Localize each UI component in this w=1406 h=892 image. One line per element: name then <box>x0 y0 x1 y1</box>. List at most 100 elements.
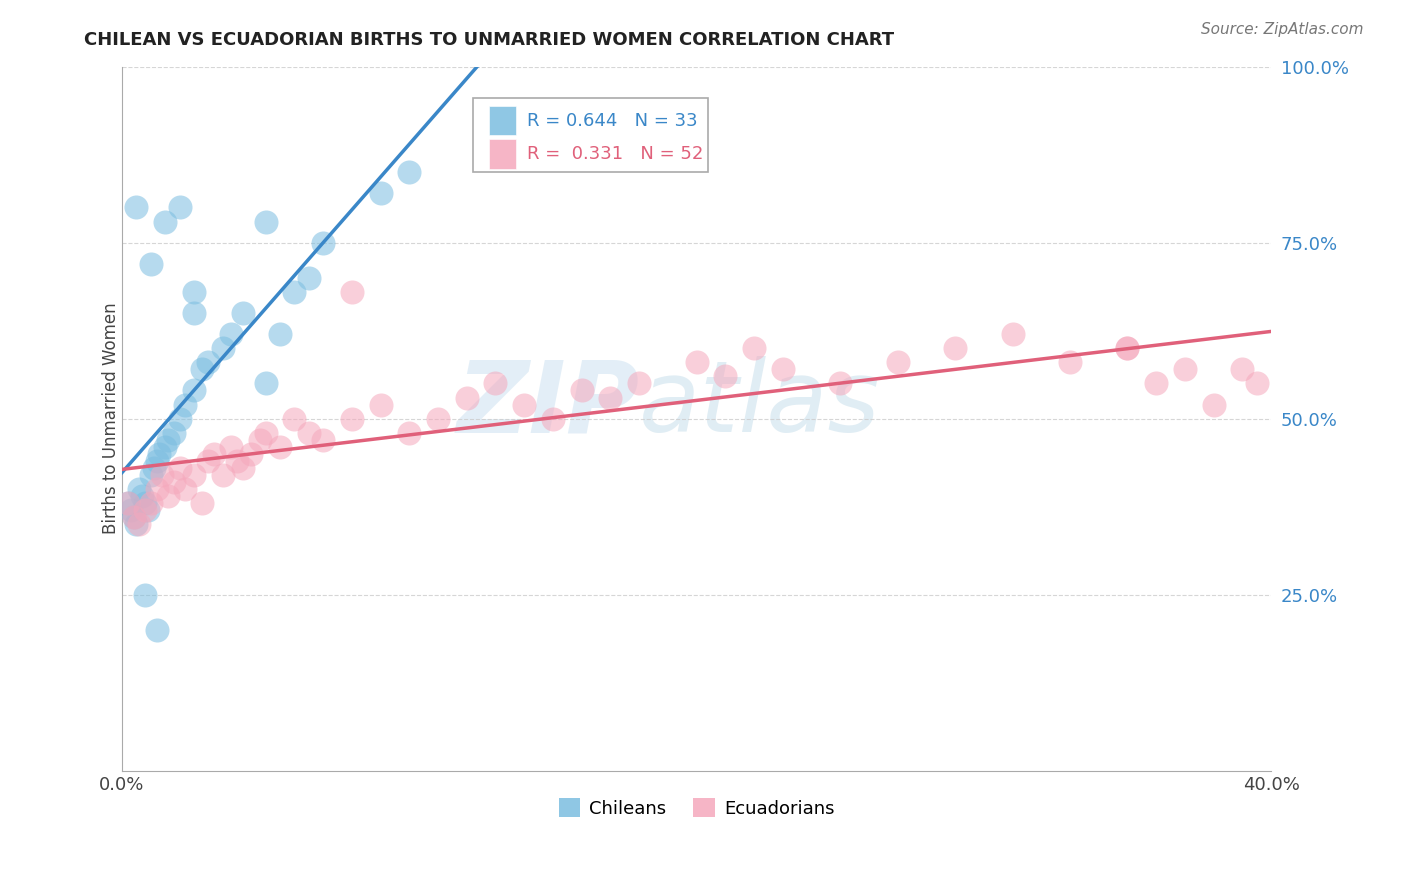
Point <box>312 235 335 250</box>
Point <box>232 461 254 475</box>
Point <box>134 503 156 517</box>
Point <box>139 467 162 482</box>
Text: Source: ZipAtlas.com: Source: ZipAtlas.com <box>1201 22 1364 37</box>
Point <box>120 503 142 517</box>
Point <box>1116 341 1139 355</box>
Point <box>398 425 420 440</box>
Point <box>219 327 242 342</box>
Point <box>340 411 363 425</box>
Point <box>139 257 162 271</box>
Point <box>240 447 263 461</box>
Point <box>1144 376 1167 391</box>
Point <box>211 341 233 355</box>
Point <box>125 201 148 215</box>
Point <box>163 475 186 489</box>
Point <box>1059 355 1081 369</box>
Point <box>197 454 219 468</box>
Point <box>145 454 167 468</box>
Point <box>628 376 651 391</box>
Point <box>830 376 852 391</box>
Point <box>249 433 271 447</box>
Point <box>122 510 145 524</box>
Text: atlas: atlas <box>640 356 880 453</box>
Point <box>183 285 205 299</box>
Point <box>714 369 737 384</box>
Point <box>169 411 191 425</box>
FancyBboxPatch shape <box>489 106 516 136</box>
Point <box>117 496 139 510</box>
Point <box>1174 362 1197 376</box>
Point <box>254 376 277 391</box>
Point <box>148 447 170 461</box>
Point <box>145 623 167 637</box>
Text: R =  0.331   N = 52: R = 0.331 N = 52 <box>526 145 703 163</box>
Point <box>183 467 205 482</box>
Y-axis label: Births to Unmarried Women: Births to Unmarried Women <box>103 302 120 534</box>
FancyBboxPatch shape <box>472 98 709 172</box>
Point <box>131 489 153 503</box>
Point <box>943 341 966 355</box>
Point <box>283 285 305 299</box>
Point <box>202 447 225 461</box>
Point <box>340 285 363 299</box>
Point <box>232 306 254 320</box>
Point <box>312 433 335 447</box>
Point <box>156 433 179 447</box>
Point <box>191 362 214 376</box>
Point <box>174 482 197 496</box>
Point <box>571 384 593 398</box>
Point <box>142 461 165 475</box>
Point <box>169 201 191 215</box>
Point <box>211 467 233 482</box>
Point <box>125 517 148 532</box>
Point <box>1202 398 1225 412</box>
Point <box>156 489 179 503</box>
Point <box>117 496 139 510</box>
Point <box>541 411 564 425</box>
Point <box>269 327 291 342</box>
Point <box>742 341 765 355</box>
Point <box>153 440 176 454</box>
Text: ZIP: ZIP <box>456 356 640 453</box>
Point <box>128 517 150 532</box>
Point <box>1001 327 1024 342</box>
Point <box>427 411 450 425</box>
Point <box>484 376 506 391</box>
Point <box>283 411 305 425</box>
Point <box>398 165 420 179</box>
Point <box>169 461 191 475</box>
Point <box>183 384 205 398</box>
Point <box>197 355 219 369</box>
Point <box>219 440 242 454</box>
Point <box>456 391 478 405</box>
FancyBboxPatch shape <box>489 139 516 169</box>
Point <box>370 186 392 201</box>
Point <box>599 391 621 405</box>
Point <box>191 496 214 510</box>
Legend: Chileans, Ecuadorians: Chileans, Ecuadorians <box>551 791 842 825</box>
Point <box>685 355 707 369</box>
Point <box>136 503 159 517</box>
Point <box>150 467 173 482</box>
Point <box>269 440 291 454</box>
Point <box>145 482 167 496</box>
Point <box>128 482 150 496</box>
Point <box>370 398 392 412</box>
Point <box>134 588 156 602</box>
Text: R = 0.644   N = 33: R = 0.644 N = 33 <box>526 112 697 129</box>
Text: CHILEAN VS ECUADORIAN BIRTHS TO UNMARRIED WOMEN CORRELATION CHART: CHILEAN VS ECUADORIAN BIRTHS TO UNMARRIE… <box>84 31 894 49</box>
Point <box>1116 341 1139 355</box>
Point <box>139 496 162 510</box>
Point <box>174 398 197 412</box>
Point <box>513 398 536 412</box>
Point <box>254 214 277 228</box>
Point <box>226 454 249 468</box>
Point <box>163 425 186 440</box>
Point <box>772 362 794 376</box>
Point <box>183 306 205 320</box>
Point <box>254 425 277 440</box>
Point <box>122 510 145 524</box>
Point <box>886 355 908 369</box>
Point <box>298 270 321 285</box>
Point <box>153 214 176 228</box>
